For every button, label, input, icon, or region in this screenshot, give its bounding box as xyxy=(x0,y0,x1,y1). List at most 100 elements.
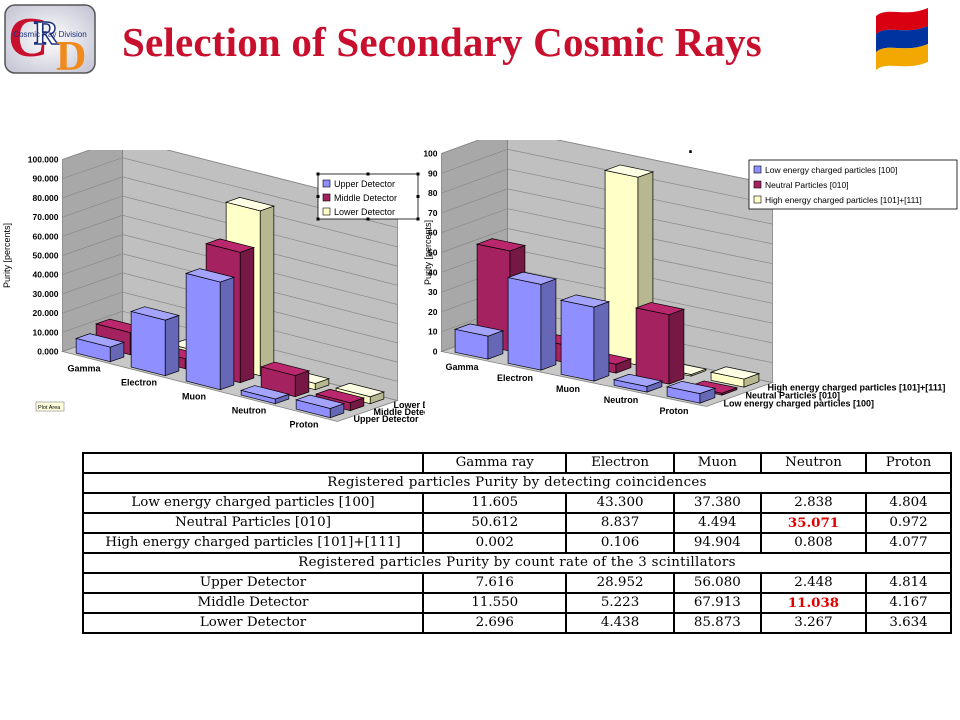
bar-front xyxy=(130,311,166,377)
bar-top xyxy=(334,382,386,398)
y-tick-label: 40 xyxy=(428,267,438,277)
depth-label: Upper Detector xyxy=(354,414,420,424)
table-cell: 85.873 xyxy=(672,612,762,634)
table-cell: 3.634 xyxy=(864,612,953,634)
legend-label: Middle Detector xyxy=(334,193,397,203)
bar-side xyxy=(668,308,685,385)
gridline xyxy=(62,234,398,305)
y-axis-title: Purity [percents] xyxy=(2,223,12,288)
y-tick-label: 0 xyxy=(433,347,438,357)
table-cell: 4.167 xyxy=(864,592,953,614)
category-label: Gamma xyxy=(445,362,479,372)
row-label: Upper Detector xyxy=(82,572,424,594)
stray-dot: . xyxy=(688,137,694,157)
bar xyxy=(129,306,181,377)
section-title: Registered particles Purity by detecting… xyxy=(82,472,952,494)
bar-side xyxy=(164,314,180,377)
legend-swatch xyxy=(753,195,762,204)
category-label: Neutron xyxy=(232,406,267,416)
column-header: Proton xyxy=(864,452,953,474)
logo-letter-r: R xyxy=(34,15,59,52)
bar-side xyxy=(219,276,235,391)
category-label: Muon xyxy=(182,392,206,402)
bar-top xyxy=(665,380,717,394)
table-cell: 2.838 xyxy=(759,492,867,514)
table-cell: 8.837 xyxy=(565,512,675,534)
y-tick-label: 50 xyxy=(428,248,438,258)
column-header: Muon xyxy=(672,452,762,474)
selection-handle xyxy=(366,217,370,221)
section-row: Registered particles Purity by detecting… xyxy=(82,472,952,494)
selection-handle xyxy=(416,172,420,176)
bar-front xyxy=(604,169,639,366)
gridline xyxy=(62,214,398,286)
highlighted-cell: 35.071 xyxy=(759,512,867,534)
gridline xyxy=(62,150,398,209)
bar-top xyxy=(453,323,505,337)
table-cell: 2.696 xyxy=(421,612,568,634)
bar xyxy=(294,394,346,419)
row-label: High energy charged particles [101]+[111… xyxy=(82,532,424,554)
purity-table: Gamma ray Electron Muon Neutron Proton R… xyxy=(82,452,953,634)
table-cell: 50.612 xyxy=(421,512,568,534)
y-tick-label: 80 xyxy=(428,188,438,198)
plot-area-label: Plot Area xyxy=(38,405,61,411)
bar-front xyxy=(507,277,542,371)
gridline xyxy=(441,208,773,265)
category-label: Proton xyxy=(290,420,319,430)
y-tick-label: 30 xyxy=(428,287,438,297)
bar-front xyxy=(185,272,221,391)
bar-top xyxy=(184,268,236,283)
selection-handle xyxy=(366,172,370,176)
category-label: Electron xyxy=(497,373,533,383)
column-header: Electron xyxy=(565,452,675,474)
gridline xyxy=(62,195,398,267)
table-corner-cell xyxy=(82,452,424,474)
bar-top xyxy=(559,294,611,308)
bar xyxy=(612,373,664,393)
y-tick-label: 20.000 xyxy=(33,308,59,318)
legend-swatch xyxy=(322,207,331,216)
bar-top xyxy=(314,388,366,404)
bar-top xyxy=(204,238,256,253)
gridline xyxy=(62,272,398,344)
legend-swatch xyxy=(753,165,762,174)
legend-swatch xyxy=(322,179,331,188)
y-tick-label: 80.000 xyxy=(33,193,59,203)
logo-caption: Cosmic Ray Division xyxy=(13,30,86,39)
table-cell: 94.904 xyxy=(672,532,762,554)
selection-handle xyxy=(416,195,420,198)
bar xyxy=(74,333,126,363)
y-tick-label: 10 xyxy=(428,327,438,337)
bar-top xyxy=(475,238,527,252)
gridline xyxy=(441,228,773,284)
table-cell: 4.438 xyxy=(565,612,675,634)
gridline xyxy=(62,253,398,325)
gridline xyxy=(441,140,773,185)
y-tick-label: 100.000 xyxy=(28,155,59,165)
coincidence-purity-chart: 0 10 20 30 40 50 60 70 80 90 100 Purity [percents] G… xyxy=(423,140,958,416)
gridline xyxy=(441,148,773,205)
bar xyxy=(184,268,236,391)
y-tick-label: 0.000 xyxy=(37,347,59,357)
y-tick-label: 60 xyxy=(428,228,438,238)
bar-side xyxy=(593,301,610,382)
table-cell: 67.913 xyxy=(672,592,762,614)
table-row: Upper Detector 7.616 28.952 56.080 2.448… xyxy=(82,572,953,594)
column-header: Neutron xyxy=(759,452,867,474)
category-label: Proton xyxy=(660,406,689,416)
chart-legend: Upper Detector Middle Detector Lower Detec… xyxy=(316,172,420,221)
bar-top xyxy=(634,302,686,316)
depth-label: High energy charged particles [101]+[111… xyxy=(768,383,946,393)
table-row: Middle Detector 11.550 5.223 67.913 11.0… xyxy=(82,592,953,614)
gridline xyxy=(441,168,773,225)
table-row: High energy charged particles [101]+[111… xyxy=(82,532,953,554)
bar-top xyxy=(294,394,346,409)
table-cell: 3.267 xyxy=(759,612,867,634)
y-tick-label: 90.000 xyxy=(33,174,59,184)
bar xyxy=(709,366,761,388)
bar-front xyxy=(560,299,595,382)
row-label: Lower Detector xyxy=(82,612,424,634)
y-tick-label: 100 xyxy=(423,149,437,159)
bar-top xyxy=(129,306,181,321)
